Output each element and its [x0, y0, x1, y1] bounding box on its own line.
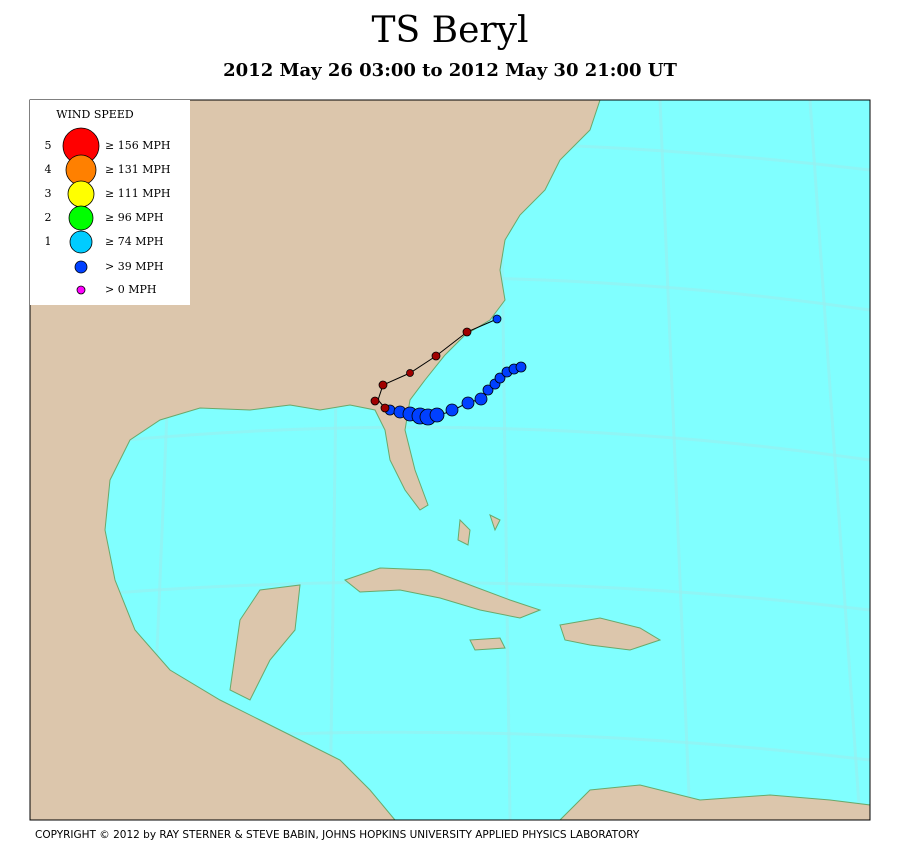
legend-category: 1: [45, 235, 52, 248]
legend-title: WIND SPEED: [56, 108, 134, 121]
legend-swatch: [65, 154, 97, 186]
legend-label: ≥ 156 MPH: [105, 139, 170, 152]
map-frame: [29, 99, 871, 821]
legend-swatch: [68, 205, 94, 231]
legend-category: 2: [45, 211, 52, 224]
bahamas: [457, 514, 501, 546]
legend-label: > 0 MPH: [105, 283, 156, 296]
legend-label: ≥ 111 MPH: [105, 187, 170, 200]
title: TS Beryl: [372, 10, 529, 51]
legend-box: [30, 100, 190, 305]
legend-label: ≥ 74 MPH: [105, 235, 163, 248]
legend-category: 4: [45, 163, 52, 176]
legend-label: ≥ 131 MPH: [105, 163, 170, 176]
depression-points: [370, 327, 472, 413]
copyright: COPYRIGHT © 2012 by RAY STERNER & STEVE …: [35, 829, 640, 841]
legend-swatch: [67, 180, 95, 208]
legend-swatch: [69, 230, 93, 254]
legend-label: > 39 MPH: [105, 260, 163, 273]
legend-category: 3: [45, 187, 52, 200]
legend-category: 5: [45, 139, 52, 152]
legend-swatch: [74, 260, 88, 274]
tropical-storm-points: [384, 314, 527, 426]
hispaniola: [559, 617, 662, 651]
legend-swatch: [76, 285, 86, 295]
storm-track: [370, 314, 527, 426]
jamaica: [469, 637, 506, 651]
yucatan: [229, 584, 301, 701]
legend-label: ≥ 96 MPH: [105, 211, 163, 224]
subtitle: 2012 May 26 03:00 to 2012 May 30 21:00 U…: [223, 60, 677, 81]
legend: WIND SPEED 5 ≥ 156 MPH 4 ≥ 131 MPH 3 ≥ 111 MP…: [30, 100, 190, 305]
cuba: [343, 567, 542, 619]
